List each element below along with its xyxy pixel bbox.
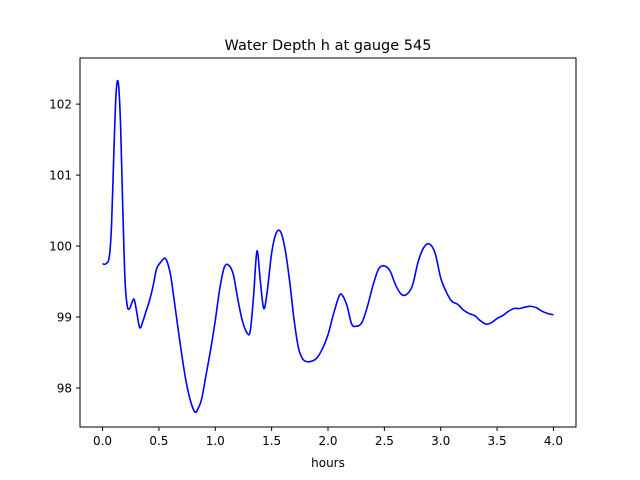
- plot-frame: [79, 57, 577, 428]
- x-tick-label: 1.0: [206, 434, 225, 448]
- x-tick-label: 0.5: [149, 434, 168, 448]
- x-tick-label: 3.0: [431, 434, 450, 448]
- y-tick-label: 101: [49, 169, 72, 183]
- x-tick-label: 2.5: [375, 434, 394, 448]
- y-tick-label: 99: [57, 311, 72, 325]
- x-tick-label: 3.5: [488, 434, 507, 448]
- ticks-layer: 0.0 0.5 1.0 1.5 2.0 2.5 3.0 3.5 4.0 98 99 100 101 102: [49, 98, 563, 448]
- x-tick-label: 0.0: [93, 434, 112, 448]
- x-tick-label: 1.5: [262, 434, 281, 448]
- series-layer: [102, 79, 554, 414]
- x-tick-label: 2.0: [318, 434, 337, 448]
- x-tick-label: 4.0: [544, 434, 563, 448]
- chart-title: Water Depth h at gauge 545: [225, 38, 432, 54]
- x-axis-label: hours: [311, 456, 345, 470]
- y-tick-label: 102: [49, 98, 72, 112]
- series-line: [102, 79, 554, 414]
- y-tick-label: 98: [57, 381, 72, 395]
- y-tick-label: 100: [49, 240, 72, 254]
